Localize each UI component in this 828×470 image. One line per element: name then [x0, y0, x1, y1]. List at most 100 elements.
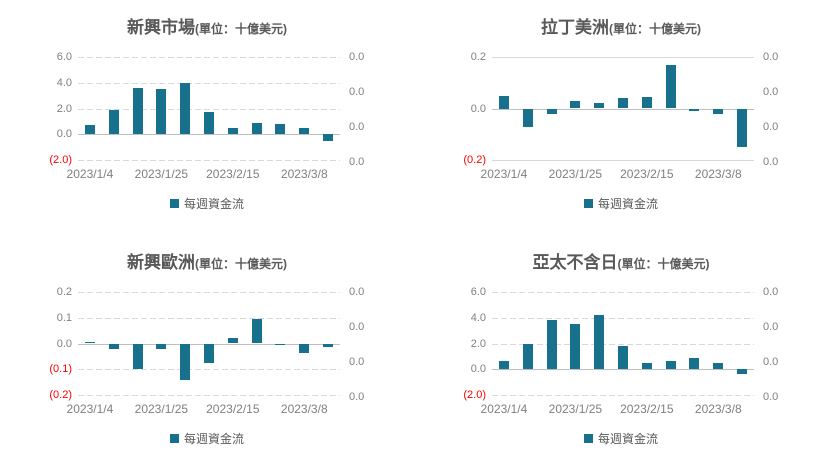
x-axis-tick-label: 2023/2/15 [206, 402, 260, 416]
bar [251, 319, 262, 344]
bar [689, 358, 700, 370]
y-axis-tick-label: 0.0 [470, 102, 486, 115]
bar [180, 343, 191, 380]
legend-label: 每週資金流 [597, 197, 658, 211]
gridline [492, 395, 754, 396]
secondary-y-axis-tick-label: 0.0 [763, 391, 779, 403]
bar [204, 343, 214, 363]
legend-label: 每週資金流 [183, 197, 244, 211]
chart-title-text: 拉丁美洲 [541, 18, 609, 37]
y-axis-tick-label: 0.0 [470, 363, 486, 376]
x-axis-tick-label: 2023/3/8 [694, 167, 742, 181]
bar [251, 122, 262, 135]
bar [498, 360, 509, 370]
bar [132, 343, 143, 370]
left-y-axis: 0.2 0.1 0.0 (0.1) (0.2) [0, 286, 72, 401]
x-axis-tick-label: 2023/3/8 [280, 167, 328, 181]
left-y-axis: 6.0 4.0 2.0 0.0 (2.0) [414, 286, 486, 401]
y-axis-tick-label: 0.1 [56, 311, 72, 324]
left-y-axis: 6.0 4.0 2.0 0.0 (2.0) [0, 51, 72, 166]
secondary-y-axis-tick-label: 0.0 [349, 286, 365, 298]
gridline [78, 57, 340, 58]
bar [156, 343, 167, 349]
y-axis-tick-label: 0.0 [56, 128, 72, 141]
bar [299, 128, 310, 135]
gridline [492, 343, 754, 345]
right-y-axis: 0.0 0.0 0.0 0.0 [349, 286, 411, 403]
y-axis-tick-label: 0.2 [470, 51, 486, 63]
bar [689, 108, 700, 112]
y-axis-tick-label: 6.0 [470, 286, 486, 298]
gridline [78, 108, 340, 110]
bar [323, 343, 334, 348]
chart-asia-pacific-ex-japan: 亞太不含日(單位：十億美元) 6.0 4.0 2.0 0.0 (2.0) 0.0 0.0 0… [414, 235, 828, 470]
bar [275, 123, 286, 135]
gridline [492, 57, 754, 58]
plot-area [78, 292, 340, 396]
gridline [78, 369, 340, 371]
y-axis-tick-label: 2.0 [470, 337, 486, 350]
legend-swatch-icon [583, 434, 593, 443]
x-axis-tick-label: 2023/1/25 [134, 167, 189, 181]
x-axis-tick-label: 2023/3/8 [694, 402, 742, 416]
x-axis-tick-label: 2023/1/4 [480, 167, 528, 181]
gridline [78, 292, 340, 293]
x-axis-tick-label: 2023/2/15 [620, 167, 674, 181]
bar [665, 64, 676, 109]
x-axis: 2023/1/4 2023/1/25 2023/2/15 2023/3/8 [481, 402, 754, 418]
x-axis-tick-label: 2023/1/4 [66, 167, 114, 181]
chart-title-unit: (單位：十億美元) [609, 22, 701, 36]
y-axis-tick-label: (0.2) [49, 389, 72, 401]
legend-swatch-icon [169, 199, 179, 208]
legend: 每週資金流 [414, 430, 828, 447]
gridline [78, 317, 340, 319]
y-axis-tick-label: 6.0 [56, 51, 72, 63]
secondary-y-axis-tick-label: 0.0 [349, 85, 365, 98]
secondary-y-axis-tick-label: 0.0 [763, 156, 779, 168]
secondary-y-axis-tick-label: 0.0 [349, 320, 365, 333]
legend: 每週資金流 [0, 195, 414, 212]
legend-swatch-icon [169, 434, 179, 443]
gridline [78, 395, 340, 396]
bar [522, 343, 533, 370]
chart-title-unit: (單位：十億美元) [195, 22, 287, 36]
bar [498, 95, 509, 109]
x-axis: 2023/1/4 2023/1/25 2023/2/15 2023/3/8 [481, 167, 754, 183]
left-y-axis: 0.2 0.0 (0.2) [414, 51, 486, 166]
legend: 每週資金流 [0, 430, 414, 447]
bar [737, 369, 748, 375]
y-axis-tick-label: 4.0 [470, 311, 486, 324]
x-axis: 2023/1/4 2023/1/25 2023/2/15 2023/3/8 [67, 402, 340, 418]
chart-title-unit: (單位：十億美元) [195, 257, 287, 271]
chart-latin-america: 拉丁美洲(單位：十億美元) 0.2 0.0 (0.2) 0.0 0.0 0.0 0.0 2… [414, 0, 828, 235]
x-axis-tick-label: 2023/1/4 [66, 402, 114, 416]
bar [108, 109, 119, 135]
bar [108, 343, 119, 349]
plot-area [492, 292, 754, 396]
secondary-y-axis-tick-label: 0.0 [763, 355, 779, 368]
bar [665, 360, 676, 370]
x-axis-tick-label: 2023/1/4 [480, 402, 528, 416]
x-axis-tick-label: 2023/2/15 [620, 402, 674, 416]
chart-title: 亞太不含日(單位：十億美元) [414, 247, 828, 275]
bar [299, 343, 310, 353]
gridline [78, 160, 340, 161]
x-axis-tick-label: 2023/3/8 [280, 402, 328, 416]
y-axis-tick-label: 2.0 [56, 102, 72, 115]
bar [84, 342, 95, 344]
secondary-y-axis-tick-label: 0.0 [349, 51, 365, 63]
chart-title-text: 新興市場 [127, 18, 195, 37]
bar [227, 127, 238, 135]
chart-title-text: 亞太不含日 [532, 253, 618, 272]
bar [522, 108, 533, 127]
zero-gridline [492, 369, 754, 371]
gridline [492, 292, 754, 293]
bar [546, 108, 557, 114]
bar [180, 82, 191, 135]
chart-title: 新興市場(單位：十億美元) [0, 12, 414, 40]
secondary-y-axis-tick-label: 0.0 [763, 320, 779, 333]
bar [227, 338, 238, 344]
y-axis-tick-label: 0.0 [56, 337, 72, 350]
bar [204, 112, 214, 135]
